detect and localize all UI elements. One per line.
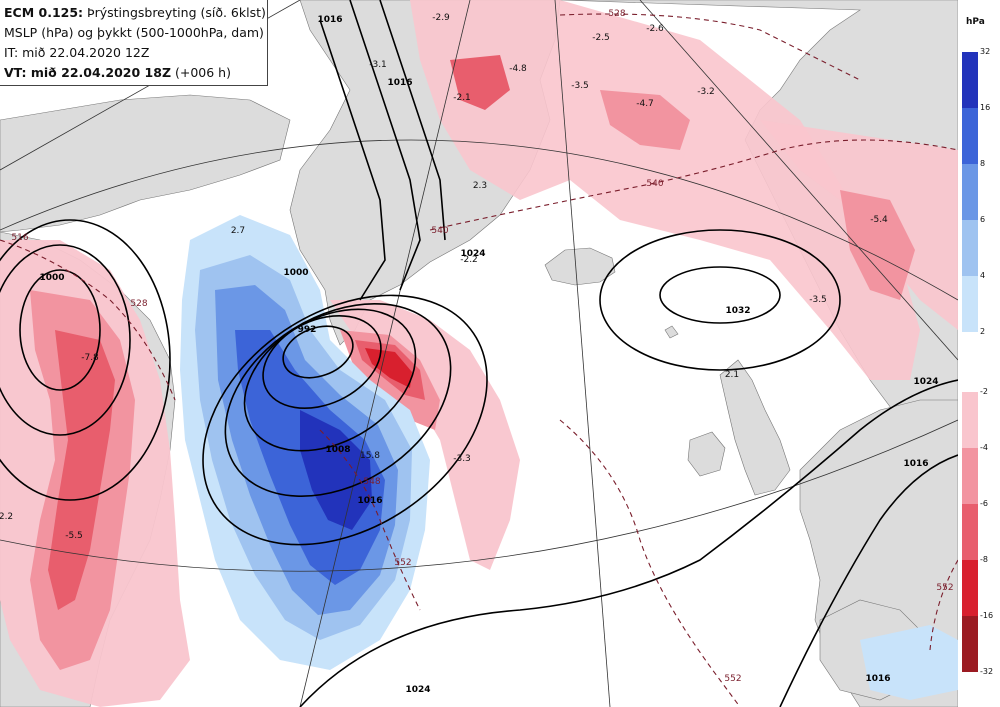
fall-scale-swatch xyxy=(962,448,978,504)
map-info-box: ECM 0.125: Þrýstingsbreyting (síð. 6klst… xyxy=(0,0,268,86)
fall-area-west-core xyxy=(48,330,115,610)
rise-scale-tick-label: 32 xyxy=(980,47,991,56)
pressure-change-label: -3.5 xyxy=(809,295,827,305)
isobar-label: 1000 xyxy=(39,273,64,283)
forecast-lead: (+006 h) xyxy=(175,65,231,80)
rise-scale-tick-label: 8 xyxy=(980,159,986,168)
thickness-label: 552 xyxy=(394,558,411,568)
rise-scale-tick-label: 16 xyxy=(980,103,991,112)
fall-area-norway xyxy=(840,190,915,300)
rise-scale-swatch xyxy=(962,220,978,276)
map-title: Þrýstingsbreyting (síð. 6klst) xyxy=(87,5,266,20)
fall-scale-tick-label: -4 xyxy=(980,443,988,452)
fall-scale-swatch xyxy=(962,616,978,672)
fall-scale-tick-label: -16 xyxy=(980,611,994,620)
fall-scale-swatch xyxy=(962,504,978,560)
fall-scale-tick-label: -2 xyxy=(980,387,988,396)
pressure-change-label: -5.4 xyxy=(870,215,888,225)
thickness-contours xyxy=(0,13,958,707)
rise-area-southeast xyxy=(860,625,958,700)
fall-scale-tick-label: -6 xyxy=(980,499,988,508)
rise-scale-swatch xyxy=(962,108,978,164)
thickness-label: 540 xyxy=(646,179,663,189)
isobar-label: 1024 xyxy=(460,249,485,259)
isobar-label: 1008 xyxy=(325,445,350,455)
model-name: ECM 0.125: xyxy=(4,5,84,20)
color-legend: hPa 32 16 8 6 4 2 -2 -4 -6 -8 -16 -32 xyxy=(958,0,1000,707)
isobar-label: 1016 xyxy=(865,674,890,684)
rise-scale-swatch xyxy=(962,276,978,332)
pressure-change-map: 1016 1016 1000 1000 992 1008 1016 1024 1032 1024 1… xyxy=(0,0,958,707)
rise-scale-swatch xyxy=(962,52,978,108)
pressure-change-label: -7.8 xyxy=(81,353,99,363)
iceland-land xyxy=(544,247,616,286)
fall-area-northeast xyxy=(760,120,958,330)
legend-unit: hPa xyxy=(966,17,985,27)
isobar-label: 1016 xyxy=(387,78,412,88)
fall-area-east-ridge xyxy=(600,90,690,150)
thickness-label: 516 xyxy=(11,233,28,243)
rise-scale-tick-label: 2 xyxy=(980,327,986,336)
map-subtitle: MSLP (hPa) og þykkt (500-1000hPa, dam) xyxy=(4,25,264,40)
pressure-change-label: -2.5 xyxy=(592,33,610,43)
thickness-label: 548 xyxy=(363,477,380,487)
pressure-change-label: -5.5 xyxy=(65,531,83,541)
pressure-change-label: 15.8 xyxy=(360,451,380,461)
pressure-change-label: -2.2 xyxy=(460,255,478,265)
thickness-labels: 528 528 540 540 516 548 552 552 552 xyxy=(11,9,953,684)
pressure-change-label: -2.9 xyxy=(432,13,450,23)
pressure-change-label: -2.6 xyxy=(646,24,664,34)
thickness-label: 528 xyxy=(608,9,625,19)
thickness-label: 552 xyxy=(724,674,741,684)
thickness-label: 540 xyxy=(431,226,448,236)
fall-area-north xyxy=(410,0,920,380)
pressure-change-label: 2.1 xyxy=(725,370,739,380)
isobar-label: 1024 xyxy=(913,377,938,387)
isobar-label: 1016 xyxy=(357,496,382,506)
pressure-rise-shading xyxy=(180,215,958,700)
faroe-shetland-land xyxy=(664,325,679,339)
rise-scale-tick-label: 6 xyxy=(980,215,986,224)
pressure-change-label: 2.2 xyxy=(0,512,13,522)
isobar-label: 1000 xyxy=(283,268,308,278)
isobar-label: 1016 xyxy=(317,15,342,25)
fall-scale-swatch xyxy=(962,560,978,616)
thickness-label: 552 xyxy=(936,583,953,593)
fall-area-greenland-east xyxy=(330,300,520,570)
init-time: IT: mið 22.04.2020 12Z xyxy=(4,45,150,60)
isobar-label: 1016 xyxy=(903,459,928,469)
isobar-contours xyxy=(0,0,958,707)
pressure-change-label: -3.5 xyxy=(571,81,589,91)
fall-scale-tick-label: -32 xyxy=(980,667,994,676)
great-britain-land xyxy=(719,359,791,496)
pressure-change-value-labels: -2.5 -2.6 -3.5 -4.7 -3.2 -4.8 -2.1 -3.1 -2.9 2.3 -… xyxy=(0,13,888,541)
rise-scale-swatch xyxy=(962,164,978,220)
title-line: ECM 0.125: Þrýstingsbreyting (síð. 6klst… xyxy=(4,3,266,23)
pressure-change-label: -4.8 xyxy=(509,64,527,74)
fall-area-east-peak xyxy=(365,348,412,388)
pressure-change-label: -3.2 xyxy=(697,87,715,97)
pressure-change-label: 2.3 xyxy=(473,181,487,191)
pressure-fall-shading xyxy=(0,0,958,707)
rise-scale-tick-label: 4 xyxy=(980,271,986,280)
pressure-change-label: -4.7 xyxy=(636,99,654,109)
fall-area-greenland-small xyxy=(450,55,510,110)
valid-time-line: VT: mið 22.04.2020 18Z (+006 h) xyxy=(4,63,263,83)
isobar-label: 992 xyxy=(298,325,317,335)
fall-scale-tick-label: -8 xyxy=(980,555,988,564)
valid-time: VT: mið 22.04.2020 18Z xyxy=(4,65,172,80)
pressure-change-label: -3.3 xyxy=(453,454,471,464)
isobar-label: 1032 xyxy=(725,306,750,316)
fall-scale-swatch xyxy=(962,392,978,448)
ireland-land xyxy=(687,431,726,477)
pressure-change-label: -3.1 xyxy=(369,60,387,70)
isobar-labels: 1016 1016 1000 1000 992 1008 1016 1024 1032 1024 1… xyxy=(39,15,938,695)
isobar-label: 1024 xyxy=(405,685,430,695)
pressure-change-label: -2.1 xyxy=(453,93,471,103)
pressure-change-label: 2.7 xyxy=(231,226,245,236)
thickness-label: 528 xyxy=(130,299,147,309)
rise-area-peak xyxy=(300,410,372,530)
